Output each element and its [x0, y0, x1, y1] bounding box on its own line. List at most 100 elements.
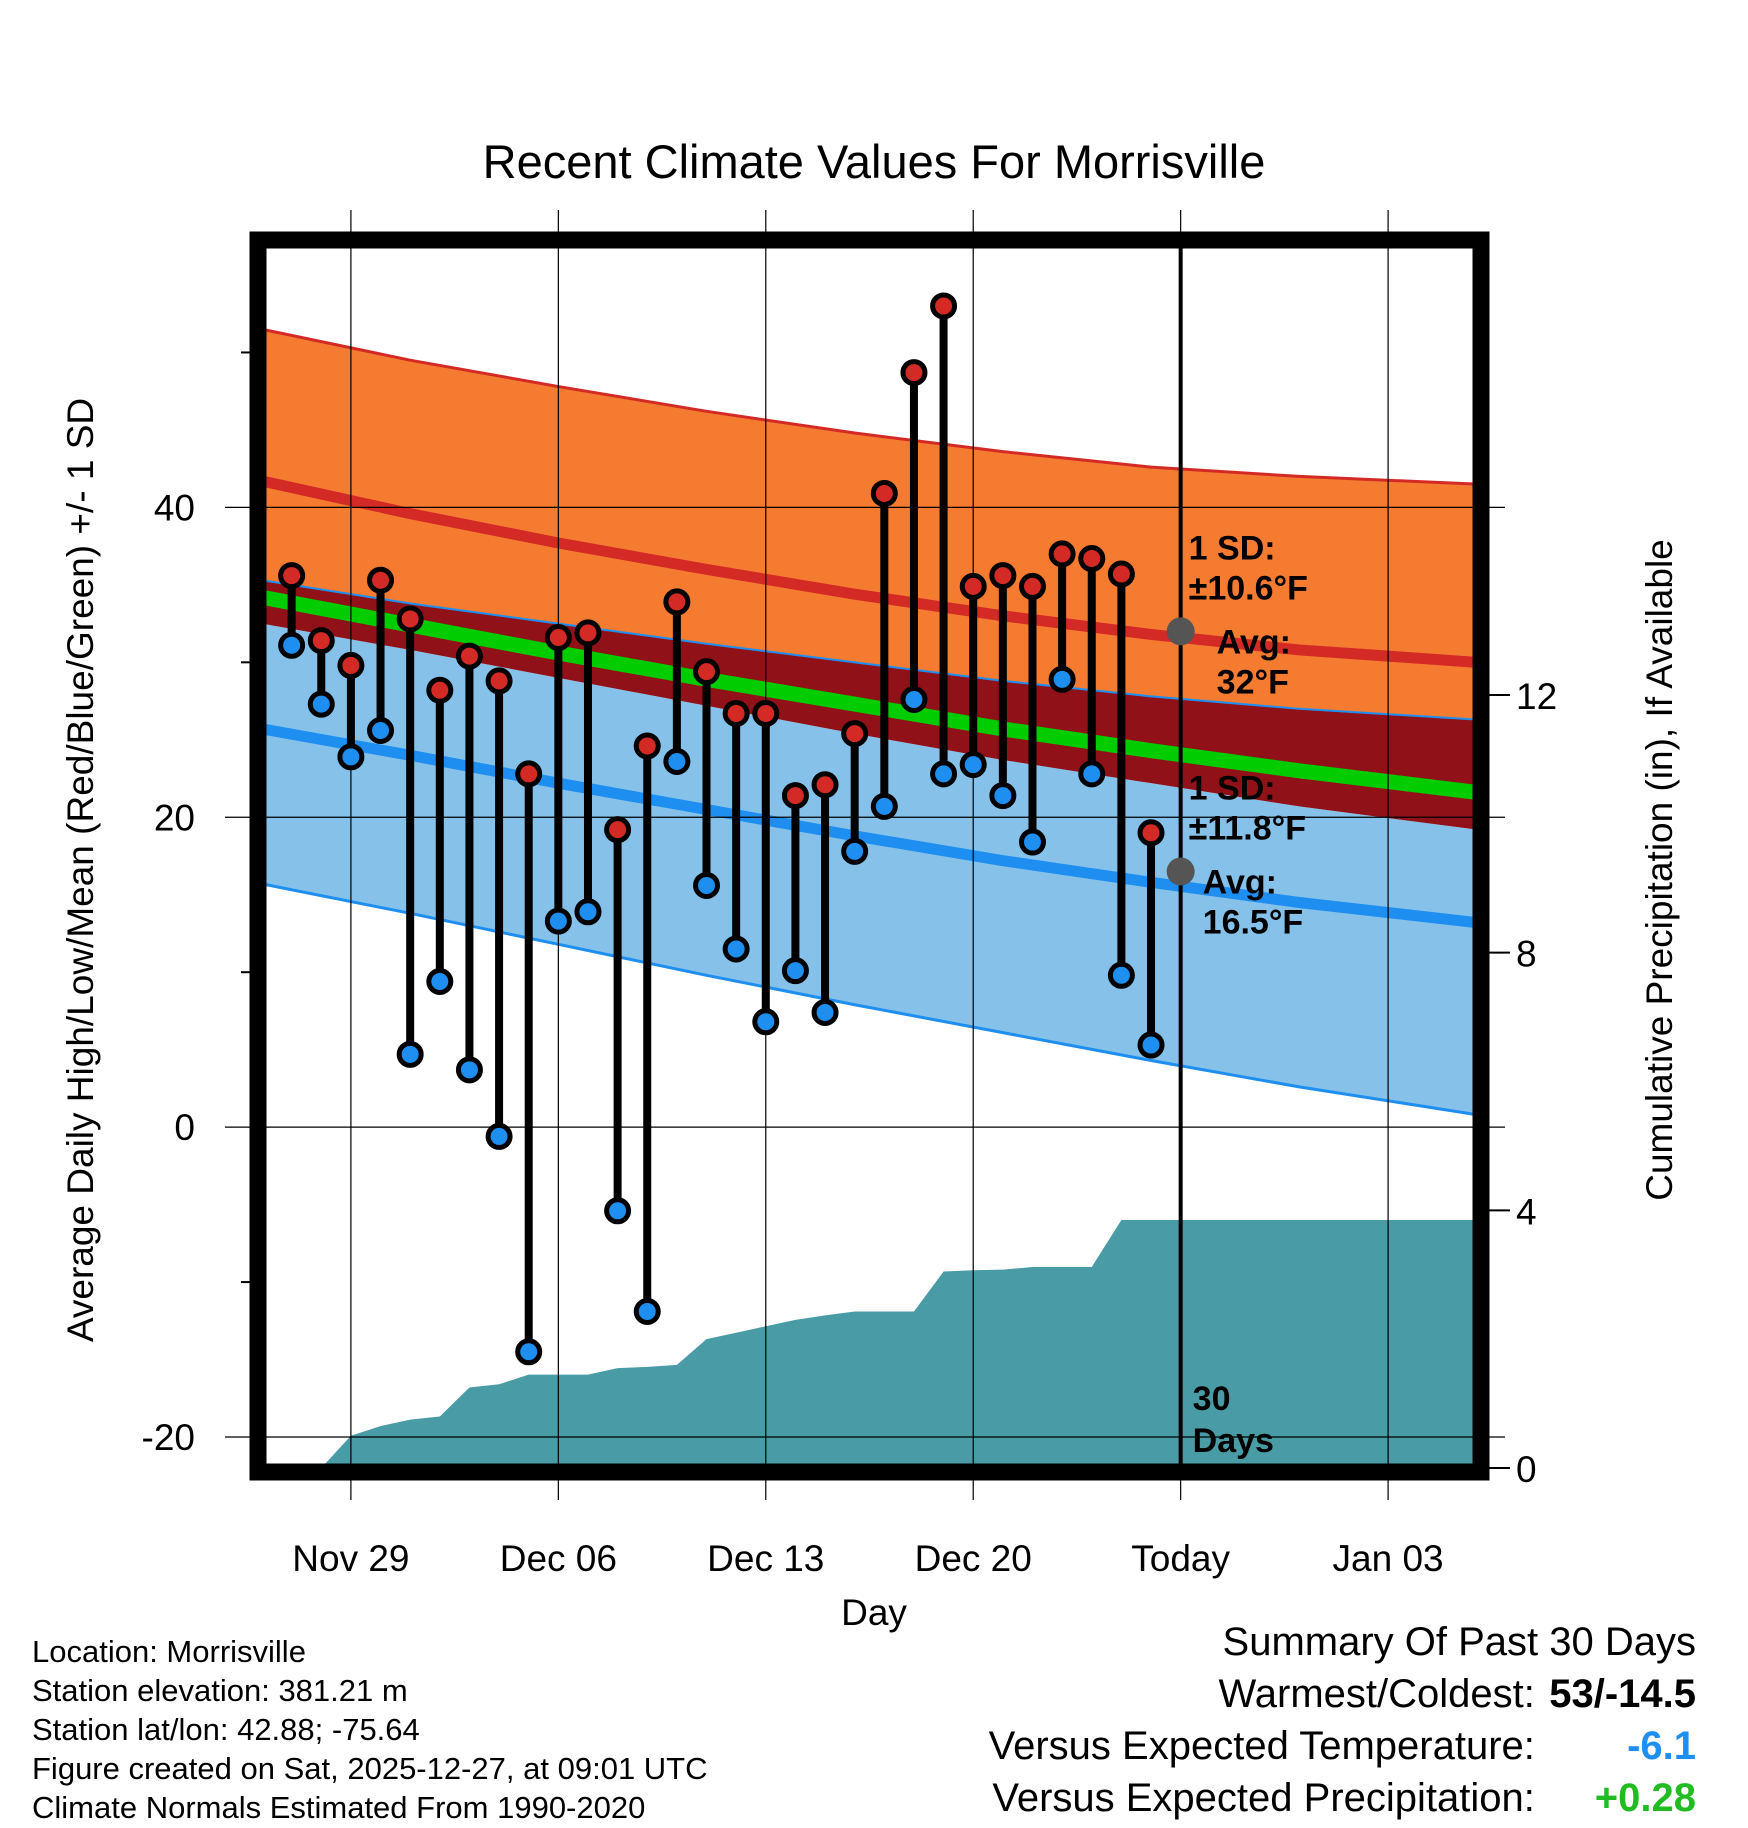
- daily-low-point: [781, 957, 809, 985]
- y-tick-label-left: 40: [154, 487, 195, 528]
- info-elevation: Station elevation: 381.21 m: [32, 1673, 408, 1708]
- x-tick-label: Dec 20: [915, 1538, 1032, 1579]
- daily-high-point: [337, 651, 365, 679]
- daily-high-point: [544, 624, 572, 652]
- normal-mean-line: [262, 589, 1477, 800]
- daily-low-point: [633, 1298, 661, 1326]
- daily-low-point: [515, 1338, 543, 1366]
- summary-title: Summary Of Past 30 Days: [1222, 1620, 1696, 1664]
- daily-high-point: [1078, 545, 1106, 573]
- summary-temp-value: -6.1: [1627, 1724, 1696, 1768]
- plot-area: [262, 327, 1477, 1468]
- days-count-label: 30: [1193, 1380, 1231, 1418]
- daily-low-point: [455, 1056, 483, 1084]
- daily-low-point: [604, 1197, 632, 1225]
- daily-low-point: [663, 747, 691, 775]
- daily-high-point: [1018, 572, 1046, 600]
- info-created: Figure created on Sat, 2025-12-27, at 09…: [32, 1751, 708, 1786]
- summary-warmest-label: Warmest/Coldest:: [1218, 1672, 1535, 1716]
- y-tick-label-right: 0: [1516, 1449, 1537, 1490]
- daily-high-point: [811, 771, 839, 799]
- daily-high-point: [426, 676, 454, 704]
- low-lower-line: [262, 882, 1477, 1117]
- summary-temp-label: Versus Expected Temperature:: [988, 1724, 1535, 1768]
- daily-high-point: [307, 627, 335, 655]
- right-axis-label: Cumulative Precipitation (in), If Availa…: [1639, 539, 1680, 1201]
- info-location: Location: Morrisville: [32, 1634, 306, 1669]
- high-avg-label: Avg:: [1217, 623, 1291, 661]
- daily-high-point: [663, 588, 691, 616]
- daily-low-point: [930, 760, 958, 788]
- daily-high-point: [1048, 540, 1076, 568]
- y-tick-label-right: 8: [1516, 934, 1537, 975]
- daily-low-point: [544, 907, 572, 935]
- daily-high-point: [604, 816, 632, 844]
- summary-precip-label: Versus Expected Precipitation:: [992, 1776, 1535, 1820]
- daily-high-point: [752, 699, 780, 727]
- daily-low-point: [1018, 828, 1046, 856]
- low-avg-label: Avg:: [1203, 863, 1277, 901]
- y-tick-label-left: 20: [154, 797, 195, 838]
- y-tick-label-right: 12: [1516, 676, 1557, 717]
- x-axis-label: Day: [841, 1592, 907, 1633]
- daily-high-point: [959, 572, 987, 600]
- daily-low-point: [1107, 961, 1135, 989]
- daily-high-point: [722, 699, 750, 727]
- high-avg-marker: [1166, 617, 1195, 646]
- daily-low-point: [811, 998, 839, 1026]
- y-tick-label-right: 4: [1516, 1191, 1537, 1232]
- daily-low-point: [1137, 1031, 1165, 1059]
- daily-high-point: [396, 605, 424, 633]
- info-normals: Climate Normals Estimated From 1990-2020: [32, 1790, 646, 1825]
- daily-high-point: [900, 359, 928, 387]
- daily-low-point: [396, 1040, 424, 1068]
- low-sd-label: 1 SD:: [1189, 769, 1276, 807]
- daily-high-point: [870, 479, 898, 507]
- daily-low-point: [752, 1008, 780, 1036]
- summary-precip-row: Versus Expected Precipitation: +0.28: [992, 1776, 1696, 1821]
- high-sd-label: 1 SD:: [1189, 529, 1276, 567]
- normal-high-line: [262, 475, 1477, 668]
- daily-low-point: [1078, 760, 1106, 788]
- daily-low-point: [693, 871, 721, 899]
- y-tick-label-left: -20: [142, 1417, 195, 1458]
- left-axis-label: Average Daily High/Low/Mean (Red/Blue/Gr…: [60, 398, 101, 1342]
- x-tick-label: Today: [1131, 1538, 1230, 1579]
- info-latlon: Station lat/lon: 42.88; -75.64: [32, 1712, 420, 1747]
- summary-warmest-value: 53/-14.5: [1549, 1672, 1696, 1716]
- high-avg-value: 32°F: [1217, 663, 1289, 701]
- x-tick-label: Dec 13: [707, 1538, 824, 1579]
- daily-low-point: [959, 751, 987, 779]
- summary-precip-value: +0.28: [1594, 1776, 1696, 1820]
- summary-temp-row: Versus Expected Temperature: -6.1: [989, 1724, 1696, 1769]
- x-tick-label: Dec 06: [500, 1538, 617, 1579]
- daily-low-point: [574, 898, 602, 926]
- y-tick-label-left: 0: [174, 1107, 195, 1148]
- daily-low-point: [870, 792, 898, 820]
- plot-layer: [262, 327, 1477, 1468]
- daily-low-point: [367, 717, 395, 745]
- daily-high-point: [693, 658, 721, 686]
- daily-low-point: [426, 967, 454, 995]
- daily-low-point: [1048, 665, 1076, 693]
- daily-low-point: [722, 935, 750, 963]
- high-lower-line: [262, 579, 1477, 721]
- daily-high-point: [485, 667, 513, 695]
- low-sd-value: ±11.8°F: [1189, 809, 1306, 847]
- daily-low-point: [989, 782, 1017, 810]
- cumulative-precip-area: [291, 1219, 1477, 1468]
- daily-high-point: [930, 292, 958, 320]
- summary-warmest-row: Warmest/Coldest: 53/-14.5: [1219, 1672, 1697, 1717]
- daily-high-point: [515, 760, 543, 788]
- daily-high-point: [633, 732, 661, 760]
- daily-high-point: [781, 782, 809, 810]
- plot-frame: [249, 231, 1490, 1481]
- daily-low-point: [278, 631, 306, 659]
- daily-high-point: [841, 720, 869, 748]
- daily-low-point: [307, 690, 335, 718]
- daily-high-point: [367, 566, 395, 594]
- daily-low-point: [485, 1122, 513, 1150]
- days-unit-label: Days: [1193, 1422, 1274, 1460]
- daily-high-point: [574, 619, 602, 647]
